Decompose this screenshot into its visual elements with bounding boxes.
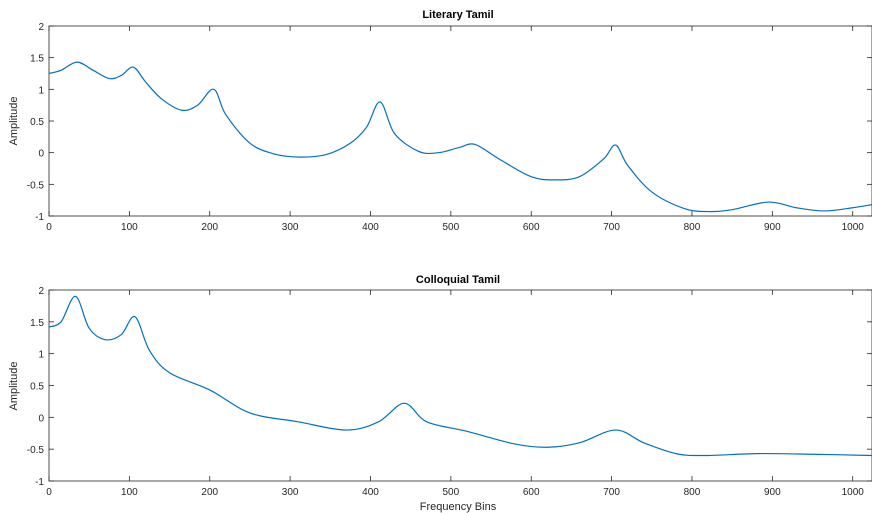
y-tick-label: -1 <box>35 477 44 488</box>
x-tick-label: 900 <box>764 222 781 233</box>
y-tick-label: 0 <box>38 413 44 424</box>
x-axis-label: Frequency Bins <box>420 501 497 513</box>
x-tick-label: 300 <box>282 487 299 498</box>
x-tick-label: 100 <box>121 487 138 498</box>
x-tick-label: 900 <box>764 487 781 498</box>
x-tick-label: 600 <box>523 487 540 498</box>
x-tick-label: 700 <box>603 222 620 233</box>
y-tick-label: 2 <box>38 22 44 33</box>
y-tick-label: 1 <box>38 85 44 96</box>
y-tick-label: 0.5 <box>30 117 44 128</box>
x-tick-label: 700 <box>603 487 620 498</box>
chart-panel-colloquial-tamil: Colloquial Tamil Amplitude Frequency Bin… <box>8 274 872 513</box>
x-tick-label: 100 <box>121 222 138 233</box>
y-tick-label: 0.5 <box>30 382 44 393</box>
x-tick-label: 600 <box>523 222 540 233</box>
x-tick-label: 0 <box>46 487 52 498</box>
x-tick-label: 200 <box>201 487 218 498</box>
x-tick-label: 1000 <box>842 222 865 233</box>
y-tick-label: -0.5 <box>27 445 45 456</box>
axes-box <box>48 25 872 217</box>
series-line <box>48 61 872 213</box>
x-tick-label: 1000 <box>842 487 865 498</box>
chart-title: Literary Tamil <box>422 9 493 21</box>
y-tick-label: 1.5 <box>30 318 44 329</box>
x-tick-label: 400 <box>362 487 379 498</box>
y-axis-label: Amplitude <box>8 362 20 411</box>
y-tick-label: -0.5 <box>27 180 45 191</box>
x-tick-label: 800 <box>684 222 701 233</box>
x-tick-label: 500 <box>443 222 460 233</box>
x-tick-label: 800 <box>684 487 701 498</box>
x-tick-label: 300 <box>282 222 299 233</box>
series-line <box>48 295 872 457</box>
chart-title: Colloquial Tamil <box>416 274 500 286</box>
x-tick-label: 500 <box>443 487 460 498</box>
x-tick-label: 0 <box>46 222 52 233</box>
y-tick-label: 1.5 <box>30 54 44 65</box>
x-tick-label: 400 <box>362 222 379 233</box>
y-tick-label: -1 <box>35 212 44 223</box>
x-tick-label: 200 <box>201 222 218 233</box>
y-tick-label: 1 <box>38 350 44 361</box>
y-tick-label: 0 <box>38 149 44 160</box>
axes-box <box>48 289 872 482</box>
y-tick-label: 2 <box>38 286 44 297</box>
chart-panel-literary-tamil: Literary Tamil Amplitude 0 100 200 300 400 50… <box>8 9 872 233</box>
y-axis-label: Amplitude <box>8 97 20 146</box>
